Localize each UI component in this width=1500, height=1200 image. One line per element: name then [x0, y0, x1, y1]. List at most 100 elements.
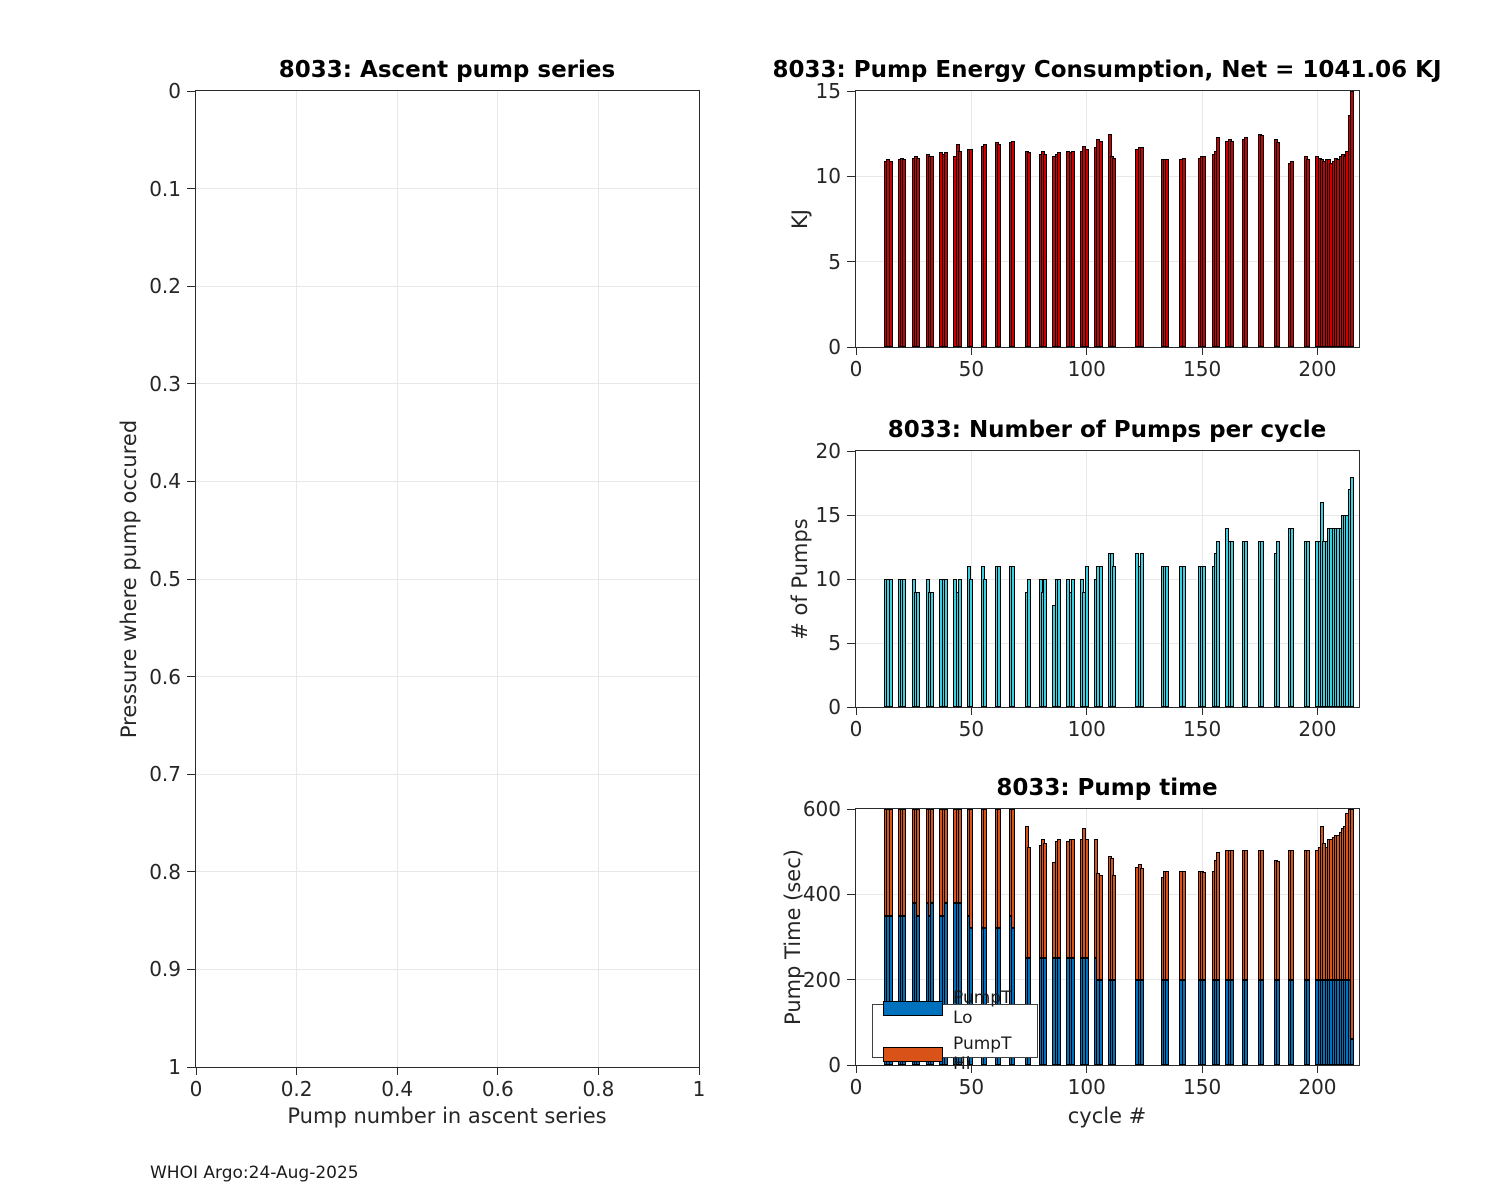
- bar-segment-hi: [943, 809, 948, 903]
- bar: [902, 159, 907, 347]
- bar: [1276, 142, 1281, 347]
- x-tick-label: 0.6: [481, 1077, 514, 1101]
- bar-segment-hi: [1140, 867, 1145, 980]
- y-tick-mark: [847, 1064, 855, 1066]
- energy-y-axis-label: KJ: [788, 209, 812, 229]
- pumpt-hi-label: PumpT Hi: [953, 1034, 1012, 1074]
- x-tick-label: 50: [958, 1075, 985, 1099]
- bar-segment-hi: [1243, 849, 1248, 980]
- bar: [1290, 527, 1295, 707]
- bar-segment-lo: [1306, 979, 1311, 1065]
- x-tick-label: 200: [1298, 717, 1337, 741]
- gridline-vertical: [497, 91, 499, 1067]
- bar-segment-lo: [983, 928, 988, 1065]
- gridline-horizontal: [856, 175, 1359, 177]
- y-tick-mark: [187, 90, 195, 92]
- y-tick-label: 10: [815, 567, 841, 591]
- gridline-horizontal: [856, 642, 1359, 644]
- bar-segment-hi: [1070, 838, 1075, 959]
- y-tick-mark: [847, 979, 855, 981]
- bar: [1306, 159, 1311, 347]
- bar: [957, 579, 962, 707]
- x-tick-mark: [1316, 1065, 1318, 1073]
- bar: [930, 591, 935, 707]
- x-tick-label: 100: [1067, 357, 1106, 381]
- x-tick-mark: [855, 1065, 857, 1073]
- bar: [1027, 579, 1032, 707]
- y-tick-label: 0: [828, 1053, 841, 1077]
- bar-segment-hi: [997, 809, 1002, 929]
- bar-segment-hi: [888, 809, 893, 916]
- bar: [1140, 553, 1145, 707]
- bar-segment-hi: [1112, 875, 1117, 980]
- bar: [1202, 155, 1207, 347]
- x-tick-mark: [1316, 347, 1318, 355]
- bar-segment-lo: [902, 915, 907, 1065]
- gridline-horizontal: [856, 261, 1359, 263]
- bar-segment-hi: [1010, 809, 1015, 929]
- x-tick-mark: [1201, 347, 1203, 355]
- x-tick-mark: [296, 1067, 298, 1075]
- bar-segment-lo: [930, 902, 935, 1065]
- gridline-horizontal: [196, 480, 699, 482]
- bar-segment-hi: [1043, 843, 1048, 959]
- y-tick-label: 0.5: [149, 567, 181, 591]
- y-tick-label: 400: [802, 882, 841, 907]
- y-tick-mark: [847, 578, 855, 580]
- pumps-per-cycle-plot: 0 5 10 15 20 0 50 100 150 200: [816, 439, 1360, 741]
- bar: [943, 152, 948, 347]
- bar: [1230, 540, 1235, 707]
- footer-note: WHOI Argo:24-Aug-2025: [150, 1163, 359, 1183]
- y-tick-mark: [187, 773, 195, 775]
- bar-segment-lo: [1070, 958, 1075, 1065]
- bar: [1216, 137, 1221, 347]
- bar: [930, 155, 935, 347]
- bar-segment-hi: [1230, 850, 1235, 980]
- x-tick-mark: [497, 1067, 499, 1075]
- x-tick-label: 100: [1067, 717, 1106, 741]
- x-tick-label: 0.8: [582, 1077, 615, 1101]
- x-tick-label: 0.4: [381, 1077, 414, 1101]
- bar: [1181, 566, 1186, 707]
- y-tick-label: 0: [828, 335, 841, 359]
- y-tick-mark: [847, 808, 855, 810]
- x-tick-mark: [855, 347, 857, 355]
- bar-segment-hi: [916, 809, 921, 916]
- bar-segment-hi: [1306, 850, 1311, 980]
- x-tick-label: 0: [849, 1075, 863, 1099]
- y-tick-mark: [187, 383, 195, 385]
- ascent-plot-title: 8033: Ascent pump series: [278, 57, 616, 83]
- y-tick-label: 15: [815, 79, 841, 103]
- bar-segment-lo: [1202, 979, 1207, 1065]
- y-tick-mark: [847, 261, 855, 263]
- ascent-pump-series-plot: 0 0.1 0.2 0.3 0.4 0.5 0.6 0.7 0.8 0.9 1 0 0.2 0.4 0.6 0…: [149, 79, 705, 1101]
- bar-segment-hi: [1276, 861, 1281, 980]
- bar-segment-lo: [1043, 958, 1048, 1065]
- bar: [969, 149, 974, 347]
- x-tick-label: 150: [1183, 717, 1222, 741]
- y-tick-label: 15: [815, 503, 841, 527]
- y-tick-label: 0: [828, 695, 841, 719]
- x-tick-label: 200: [1298, 357, 1337, 381]
- bar-segment-hi: [1098, 875, 1103, 980]
- x-tick-label: 150: [1183, 357, 1222, 381]
- y-tick-mark: [847, 893, 855, 895]
- bars-layer: [856, 809, 1359, 1065]
- bar: [1306, 540, 1311, 707]
- bar-segment-lo: [1243, 979, 1248, 1065]
- x-tick-mark: [1201, 707, 1203, 715]
- gridline-horizontal: [196, 968, 699, 970]
- gridline-horizontal: [196, 578, 699, 580]
- x-tick-mark: [970, 707, 972, 715]
- x-tick-mark: [396, 1067, 398, 1075]
- y-tick-mark: [847, 642, 855, 644]
- gridline-horizontal: [196, 285, 699, 287]
- bar-segment-hi: [902, 809, 907, 916]
- bar: [1084, 149, 1089, 347]
- x-tick-label: 0: [849, 717, 863, 741]
- bar: [997, 566, 1002, 707]
- pumps-y-axis-label: # of Pumps: [788, 518, 812, 640]
- gridline-horizontal: [196, 871, 699, 873]
- y-tick-mark: [187, 480, 195, 482]
- x-tick-mark: [195, 1067, 197, 1075]
